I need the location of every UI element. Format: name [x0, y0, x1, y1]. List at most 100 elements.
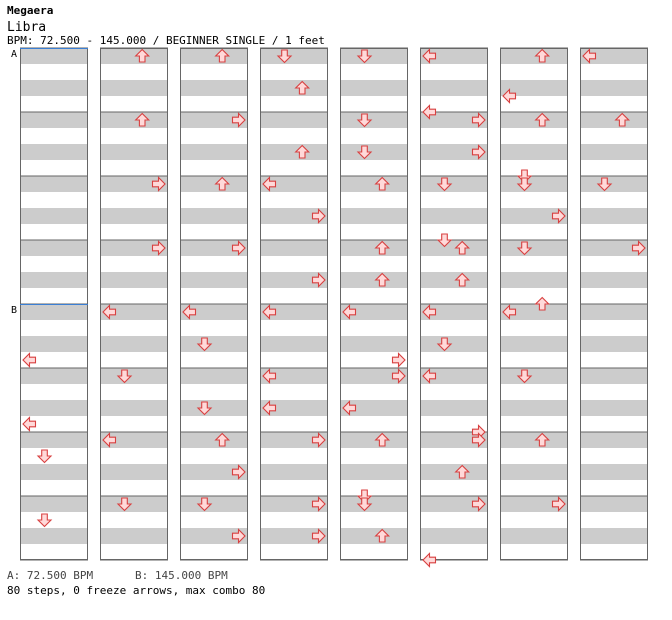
right-arrow-icon	[231, 528, 246, 544]
right-arrow-icon	[551, 496, 566, 512]
up-arrow-icon	[214, 432, 231, 447]
beat-stripe	[20, 528, 88, 544]
right-arrow-icon	[391, 368, 406, 384]
beat-stripe	[180, 400, 248, 416]
right-arrow-icon	[231, 464, 246, 480]
beat-stripe	[420, 176, 488, 192]
beat-stripe	[420, 272, 488, 288]
bpm-b-label: B: 145.000 BPM	[135, 569, 228, 582]
beat-stripe	[420, 336, 488, 352]
column-border	[180, 48, 248, 560]
beat-stripe	[500, 528, 568, 544]
column-border	[580, 48, 648, 560]
down-arrow-icon	[436, 337, 453, 352]
up-arrow-icon	[294, 144, 311, 159]
beat-stripe	[500, 368, 568, 384]
beat-stripe	[340, 48, 408, 64]
beat-stripe	[260, 112, 328, 128]
beat-stripe	[100, 400, 168, 416]
down-arrow-icon	[196, 497, 213, 512]
beat-stripe	[100, 176, 168, 192]
beat-stripe	[20, 368, 88, 384]
left-arrow-icon	[422, 48, 437, 64]
down-arrow-icon	[116, 369, 133, 384]
up-arrow-icon	[534, 432, 551, 447]
beat-stripe	[180, 368, 248, 384]
left-arrow-icon	[102, 432, 117, 448]
beat-stripe	[100, 112, 168, 128]
left-arrow-icon	[582, 48, 597, 64]
beat-stripe	[420, 368, 488, 384]
beat-stripe	[180, 208, 248, 224]
beat-stripe	[100, 432, 168, 448]
beat-stripe	[180, 176, 248, 192]
down-arrow-icon	[36, 449, 53, 464]
beat-stripe	[580, 464, 648, 480]
chart-info: BPM: 72.500 - 145.000 / BEGINNER SINGLE …	[7, 34, 325, 47]
beat-stripe	[180, 336, 248, 352]
song-artist: Megaera	[7, 4, 54, 17]
beat-stripe	[260, 304, 328, 320]
up-arrow-icon	[134, 112, 151, 127]
left-arrow-icon	[262, 176, 277, 192]
beat-stripe	[20, 48, 88, 64]
beat-stripe	[340, 208, 408, 224]
right-arrow-icon	[631, 240, 646, 256]
beat-stripe	[260, 400, 328, 416]
left-arrow-icon	[102, 304, 117, 320]
left-arrow-icon	[22, 352, 37, 368]
beat-stripe	[100, 528, 168, 544]
up-arrow-icon	[374, 176, 391, 191]
beat-stripe	[100, 304, 168, 320]
beat-stripe	[100, 80, 168, 96]
up-arrow-icon	[374, 272, 391, 287]
up-arrow-icon	[374, 240, 391, 255]
beat-stripe	[100, 496, 168, 512]
up-arrow-icon	[454, 240, 471, 255]
beat-stripe	[580, 368, 648, 384]
beat-stripe	[340, 176, 408, 192]
beat-stripe	[340, 432, 408, 448]
beat-stripe	[580, 208, 648, 224]
left-arrow-icon	[262, 400, 277, 416]
beat-stripe	[180, 48, 248, 64]
up-arrow-icon	[134, 48, 151, 63]
left-arrow-icon	[182, 304, 197, 320]
down-arrow-icon	[116, 497, 133, 512]
down-arrow-icon	[356, 497, 373, 512]
beat-stripe	[500, 464, 568, 480]
column-border	[100, 48, 168, 560]
right-arrow-icon	[471, 496, 486, 512]
right-arrow-icon	[471, 144, 486, 160]
beat-stripe	[580, 400, 648, 416]
beat-stripe	[260, 432, 328, 448]
up-arrow-icon	[374, 432, 391, 447]
column-border	[340, 48, 408, 560]
beat-stripe	[20, 304, 88, 320]
down-arrow-icon	[516, 169, 533, 184]
beat-stripe	[580, 336, 648, 352]
right-arrow-icon	[151, 176, 166, 192]
beat-stripe	[580, 240, 648, 256]
up-arrow-icon	[614, 112, 631, 127]
down-arrow-icon	[36, 513, 53, 528]
beat-stripe	[580, 144, 648, 160]
beat-stripe	[260, 176, 328, 192]
right-arrow-icon	[311, 208, 326, 224]
step-stats: 80 steps, 0 freeze arrows, max combo 80	[7, 584, 266, 597]
down-arrow-icon	[276, 49, 293, 64]
beat-stripe	[20, 80, 88, 96]
beat-stripe	[100, 48, 168, 64]
beat-stripe	[100, 336, 168, 352]
beat-stripe	[20, 272, 88, 288]
beat-stripe	[420, 112, 488, 128]
down-arrow-icon	[436, 233, 453, 248]
beat-stripe	[580, 496, 648, 512]
beat-stripe	[580, 48, 648, 64]
beat-stripe	[100, 144, 168, 160]
right-arrow-icon	[311, 496, 326, 512]
beat-stripe	[20, 144, 88, 160]
beat-stripe	[100, 368, 168, 384]
beat-stripe	[340, 240, 408, 256]
